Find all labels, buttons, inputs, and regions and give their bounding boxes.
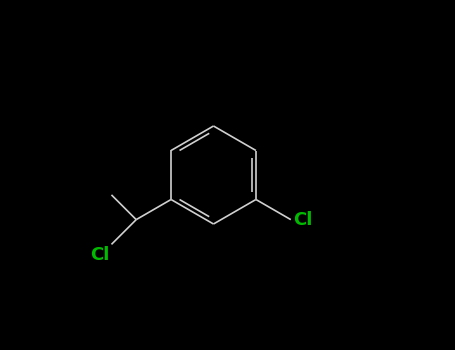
Text: Cl: Cl [293, 211, 313, 229]
Text: Cl: Cl [91, 246, 110, 264]
